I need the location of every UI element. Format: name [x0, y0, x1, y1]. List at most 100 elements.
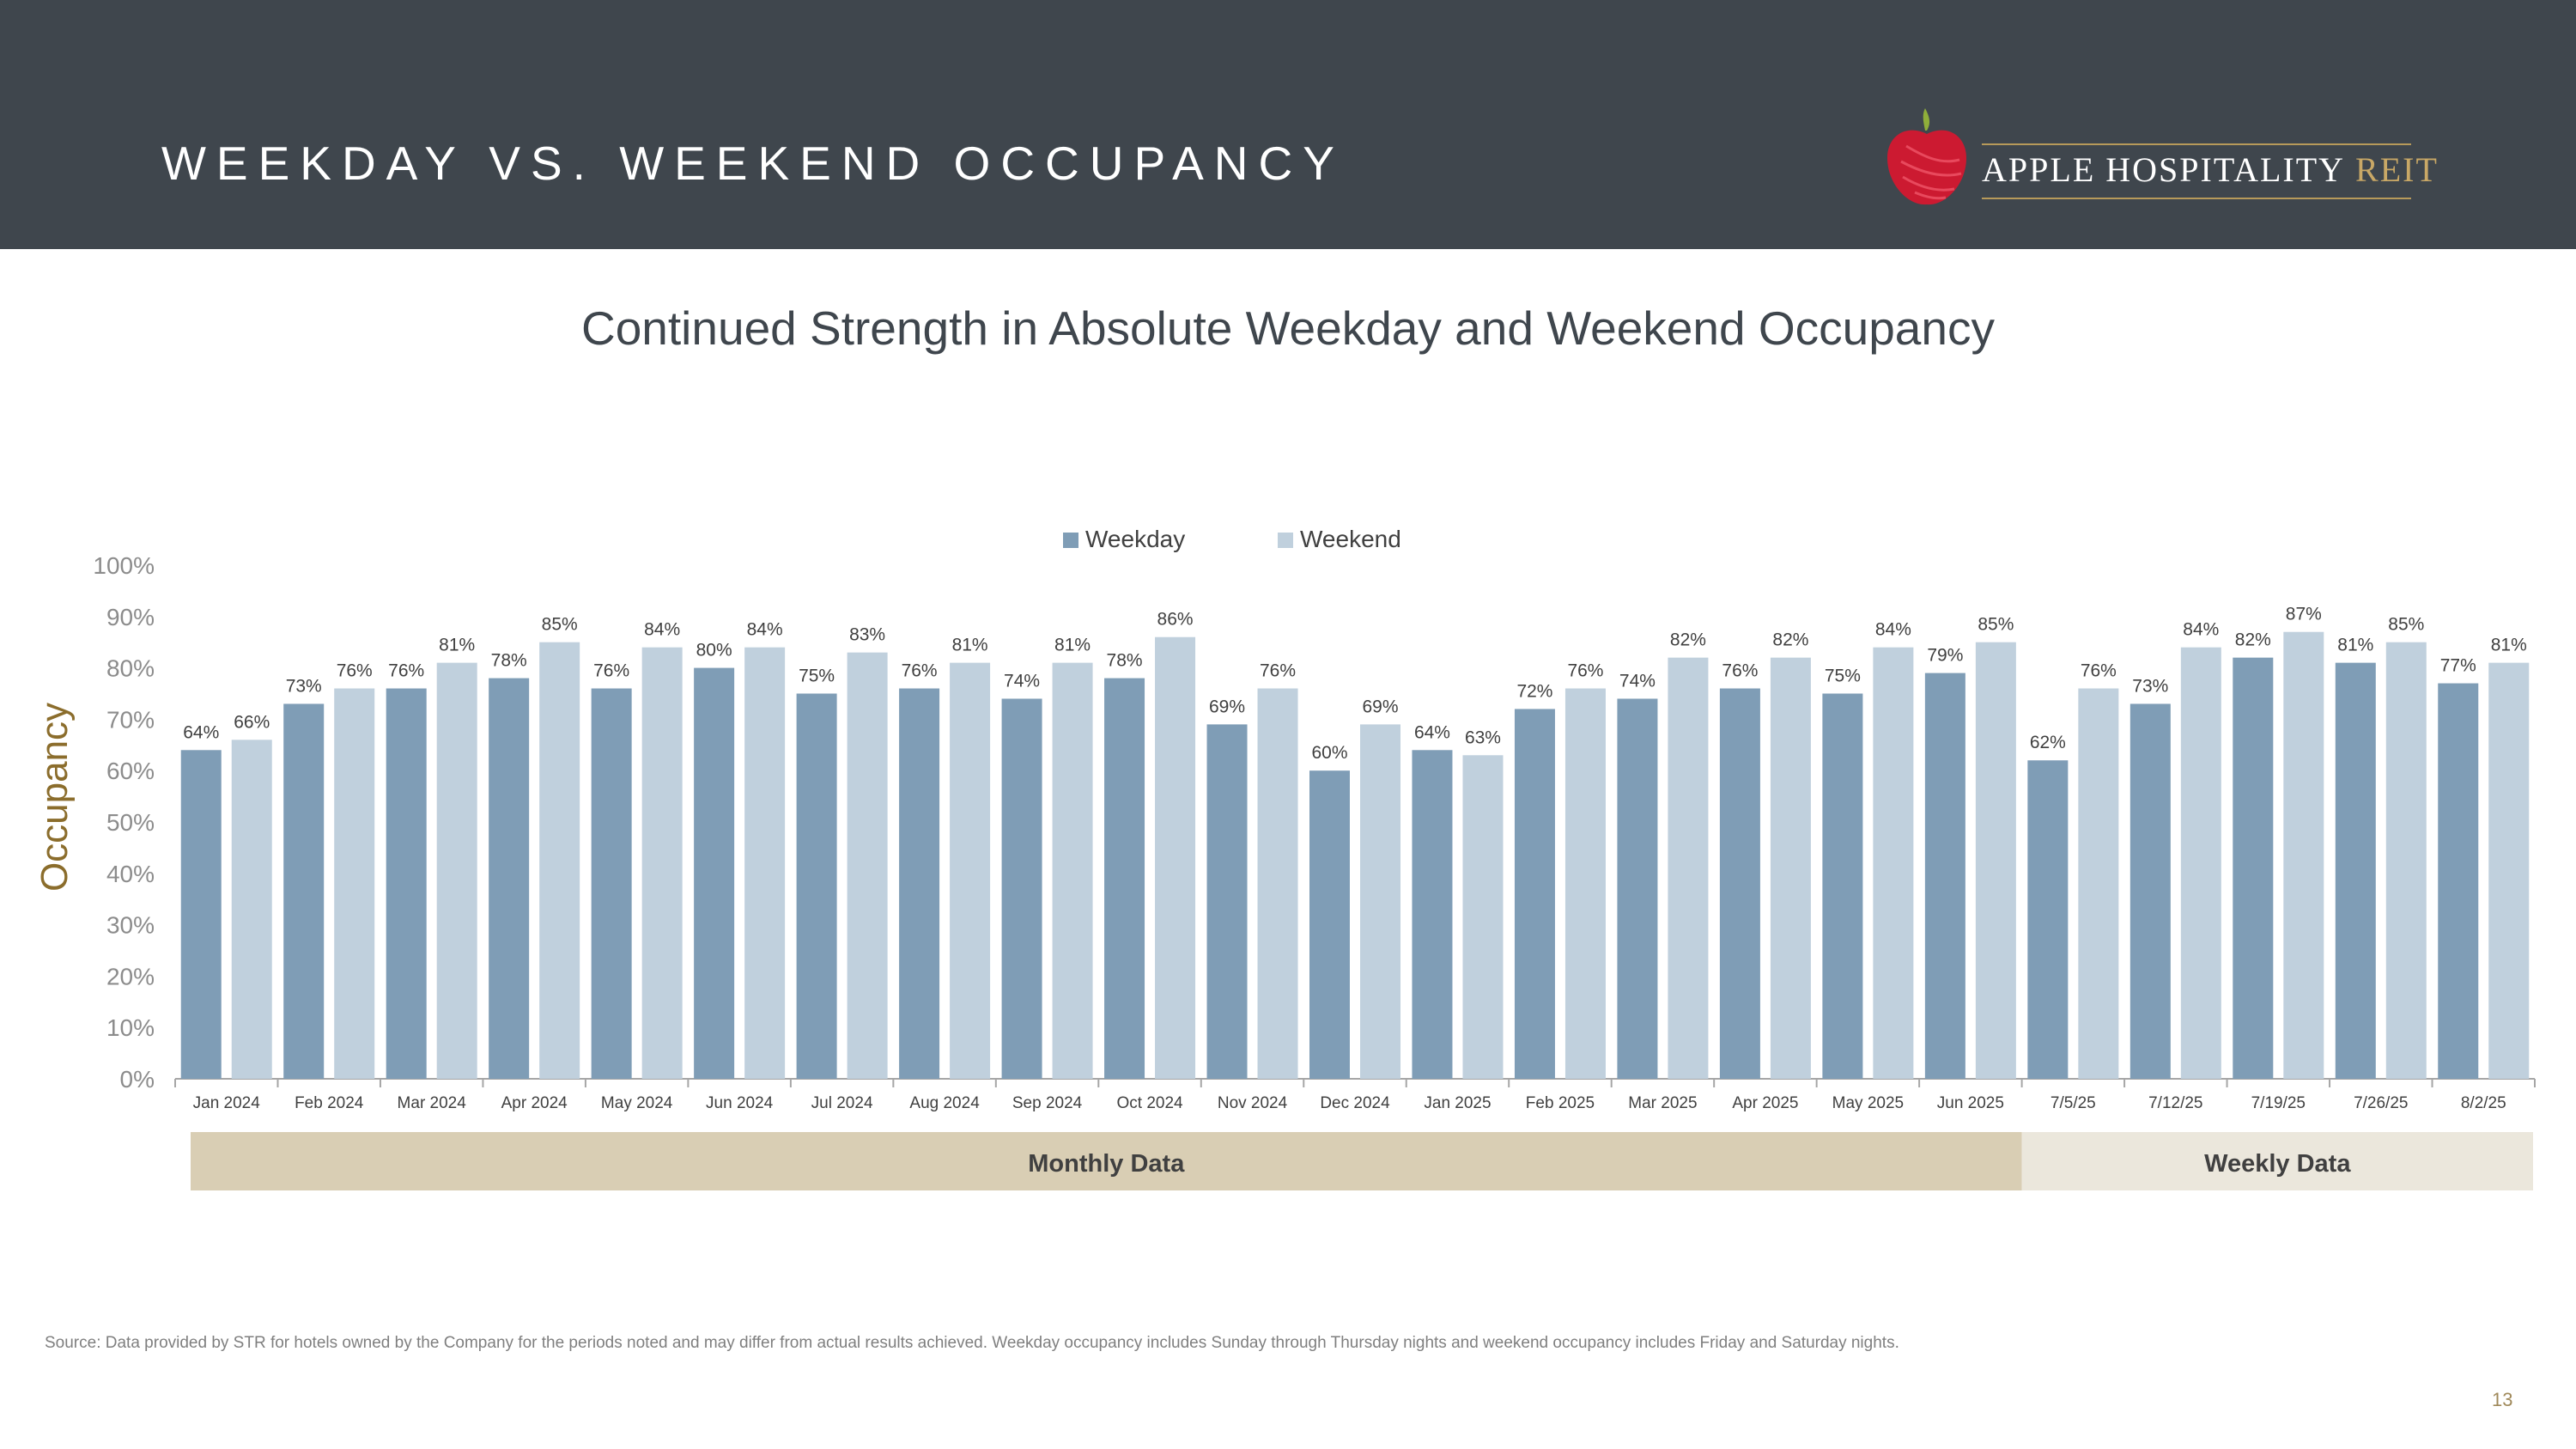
weekday-bar: [2438, 683, 2479, 1079]
x-tick-label: Sep 2024: [1012, 1094, 1083, 1112]
logo-rule-bottom: [1982, 198, 2411, 199]
weekend-bar: [1770, 657, 1811, 1079]
weekend-data-label: 69%: [1362, 697, 1398, 716]
weekday-data-label: 64%: [1414, 722, 1450, 742]
y-tick-label: 50%: [106, 809, 155, 836]
weekend-data-label: 76%: [2081, 661, 2117, 681]
y-axis-title: Occupancy: [33, 703, 76, 892]
weekend-data-label: 87%: [2286, 605, 2322, 624]
chart-legend: Weekday Weekend: [1063, 526, 1487, 553]
legend-weekend: Weekend: [1278, 526, 1401, 553]
weekday-data-label: 79%: [1927, 646, 1963, 666]
weekday-data-label: 78%: [1107, 651, 1143, 671]
y-tick-label: 40%: [106, 861, 155, 887]
weekend-data-label: 84%: [2183, 620, 2219, 640]
apple-logo-icon: [1887, 108, 1966, 205]
page-number: 13: [2492, 1389, 2513, 1410]
x-tick-label: Jun 2024: [706, 1094, 774, 1112]
x-tick-label: May 2025: [1832, 1094, 1904, 1112]
x-tick-label: Aug 2024: [909, 1094, 980, 1112]
y-tick-label: 80%: [106, 655, 155, 682]
page-title: WEEKDAY VS. WEEKEND OCCUPANCY: [161, 137, 1345, 190]
weekly-data-label: Weekly Data: [2204, 1150, 2351, 1178]
weekend-data-label: 82%: [1670, 630, 1706, 650]
chart-subtitle: Continued Strength in Absolute Weekday a…: [581, 301, 1995, 355]
weekday-bar: [283, 703, 325, 1079]
weekday-data-label: 73%: [286, 676, 322, 696]
weekday-bar: [694, 667, 735, 1079]
x-tick-label: 7/12/25: [2148, 1094, 2202, 1112]
legend-weekday-swatch: [1063, 533, 1078, 548]
weekday-bar: [180, 750, 222, 1079]
weekend-bar: [641, 647, 683, 1079]
x-tick-label: 8/2/25: [2461, 1094, 2506, 1112]
weekday-bar: [591, 688, 632, 1079]
weekday-data-label: 75%: [1825, 667, 1861, 686]
monthly-data-label: Monthly Data: [1028, 1150, 1185, 1178]
x-tick-label: Apr 2024: [501, 1094, 568, 1112]
weekday-bar: [1309, 770, 1350, 1079]
x-tick-label: Jan 2024: [193, 1094, 261, 1112]
weekend-data-label: 81%: [2491, 636, 2527, 655]
y-tick-label: 90%: [106, 604, 155, 630]
weekday-bar: [1719, 688, 1760, 1079]
weekend-bar: [2078, 688, 2119, 1079]
weekend-bar: [1257, 688, 1298, 1079]
weekend-bar: [334, 688, 375, 1079]
weekend-bar: [1975, 642, 2016, 1079]
x-tick-label: 7/5/25: [2050, 1094, 2096, 1112]
weekend-bar: [1668, 657, 1709, 1079]
weekend-data-label: 76%: [337, 661, 373, 681]
weekday-bar: [1001, 698, 1042, 1079]
weekend-data-label: 86%: [1157, 610, 1194, 630]
weekend-data-label: 84%: [747, 620, 783, 640]
legend-weekend-label: Weekend: [1300, 526, 1401, 552]
weekend-data-label: 81%: [1054, 636, 1091, 655]
weekend-data-label: 66%: [234, 712, 270, 732]
weekday-data-label: 81%: [2337, 636, 2373, 655]
x-tick-label: Oct 2024: [1116, 1094, 1183, 1112]
weekend-bar: [847, 652, 888, 1079]
weekend-bar: [2385, 642, 2427, 1079]
y-tick-label: 10%: [106, 1014, 155, 1041]
weekday-bar: [1822, 693, 1863, 1079]
weekend-data-label: 85%: [542, 615, 578, 635]
x-tick-label: Apr 2025: [1732, 1094, 1798, 1112]
weekday-data-label: 64%: [183, 722, 219, 742]
weekday-bar: [1104, 678, 1145, 1079]
weekend-bar: [2283, 631, 2324, 1079]
monthly-data-band: [191, 1132, 2022, 1190]
x-tick-label: Feb 2025: [1526, 1094, 1595, 1112]
legend-weekday-label: Weekday: [1085, 526, 1186, 552]
weekend-data-label: 63%: [1465, 728, 1501, 747]
weekday-data-label: 75%: [799, 667, 835, 686]
weekend-data-label: 84%: [644, 620, 680, 640]
weekend-bar: [1052, 662, 1093, 1079]
weekday-data-label: 76%: [1722, 661, 1758, 681]
x-tick-label: Jul 2024: [811, 1094, 873, 1112]
weekday-bar: [1412, 750, 1453, 1079]
weekend-data-label: 85%: [1978, 615, 2014, 635]
y-tick-label: 70%: [106, 706, 155, 733]
logo-rule-top: [1982, 143, 2411, 145]
y-tick-label: 60%: [106, 758, 155, 784]
company-logo: APPLE HOSPITALITY REIT: [1880, 105, 2437, 216]
weekend-data-label: 84%: [1875, 620, 1911, 640]
weekday-bar: [1206, 724, 1248, 1079]
weekday-data-label: 76%: [593, 661, 629, 681]
weekday-bar: [489, 678, 530, 1079]
weekend-bar: [1360, 724, 1400, 1079]
weekday-data-label: 80%: [696, 641, 732, 661]
weekend-bar: [436, 662, 477, 1079]
legend-weekday: Weekday: [1063, 526, 1185, 553]
weekday-bar: [1924, 673, 1965, 1079]
x-tick-label: Mar 2025: [1628, 1094, 1697, 1112]
weekend-bar: [1564, 688, 1606, 1079]
weekday-bar: [796, 693, 837, 1079]
weekday-data-label: 74%: [1619, 671, 1656, 691]
weekday-bar: [2335, 662, 2376, 1079]
logo-text: APPLE HOSPITALITY REIT: [1982, 150, 2439, 189]
y-tick-label: 20%: [106, 963, 155, 989]
weekday-bar: [386, 688, 427, 1079]
weekend-bar: [1462, 755, 1504, 1079]
